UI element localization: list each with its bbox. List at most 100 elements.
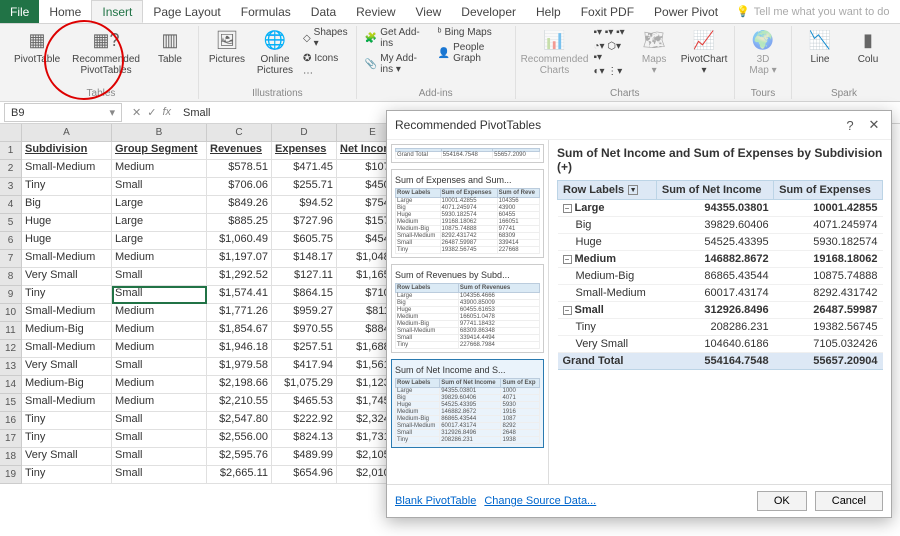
header-cell[interactable]: Expenses	[272, 142, 337, 160]
pivot-thumbnail[interactable]: Sum of Expenses and Sum...Row LabelsSum …	[391, 169, 544, 258]
icons-button[interactable]: ✪ Icons	[301, 52, 350, 65]
tab-insert[interactable]: Insert	[91, 0, 143, 23]
pivottable-button[interactable]: ▦PivotTable	[10, 26, 64, 67]
cell[interactable]: Small-Medium	[22, 394, 112, 412]
row-header[interactable]: 19	[0, 466, 22, 484]
row-header[interactable]: 10	[0, 304, 22, 322]
chart-type-1[interactable]: ▪▾ ▪▾ ▪▾	[591, 26, 628, 39]
row-header[interactable]: 4	[0, 196, 22, 214]
cell[interactable]: $1,946.18	[207, 340, 272, 358]
collapse-icon[interactable]: −	[563, 204, 572, 213]
tab-view[interactable]: View	[406, 0, 452, 23]
cell[interactable]: Medium-Big	[22, 322, 112, 340]
cell[interactable]: $417.94	[272, 358, 337, 376]
cell[interactable]: $824.13	[272, 430, 337, 448]
row-header[interactable]: 1	[0, 142, 22, 160]
row-header[interactable]: 7	[0, 250, 22, 268]
cancel-button[interactable]: Cancel	[815, 491, 883, 511]
cell[interactable]: $471.45	[272, 160, 337, 178]
cell[interactable]: Small	[112, 358, 207, 376]
cell[interactable]: Small	[112, 178, 207, 196]
tab-formulas[interactable]: Formulas	[231, 0, 301, 23]
tab-foxit[interactable]: Foxit PDF	[571, 0, 644, 23]
tab-review[interactable]: Review	[346, 0, 405, 23]
cell[interactable]: Tiny	[22, 178, 112, 196]
cell[interactable]: Medium	[112, 322, 207, 340]
cell[interactable]: Very Small	[22, 358, 112, 376]
row-header[interactable]: 2	[0, 160, 22, 178]
tab-help[interactable]: Help	[526, 0, 571, 23]
col-header-B[interactable]: B	[112, 124, 207, 142]
cell[interactable]: $2,665.11	[207, 466, 272, 484]
cell[interactable]: $127.11	[272, 268, 337, 286]
cell[interactable]: $1,979.58	[207, 358, 272, 376]
cell[interactable]: $94.52	[272, 196, 337, 214]
row-header[interactable]: 12	[0, 340, 22, 358]
cell[interactable]: $465.53	[272, 394, 337, 412]
name-box[interactable]: B9▾	[4, 103, 122, 122]
cell[interactable]: Tiny	[22, 466, 112, 484]
cell[interactable]: Tiny	[22, 412, 112, 430]
cell[interactable]: Small	[112, 466, 207, 484]
row-header[interactable]: 6	[0, 232, 22, 250]
cell[interactable]: Large	[112, 196, 207, 214]
cell[interactable]: Small-Medium	[22, 304, 112, 322]
cell[interactable]: Medium-Big	[22, 376, 112, 394]
col-header-C[interactable]: C	[207, 124, 272, 142]
tab-data[interactable]: Data	[301, 0, 346, 23]
sparkline-column-button[interactable]: ▮Colu	[846, 26, 890, 67]
cell[interactable]: $2,547.80	[207, 412, 272, 430]
cell[interactable]: Small	[112, 448, 207, 466]
tab-pagelayout[interactable]: Page Layout	[143, 0, 230, 23]
cell[interactable]: $864.15	[272, 286, 337, 304]
online-pictures-button[interactable]: 🌐Online Pictures	[253, 26, 297, 78]
collapse-icon[interactable]: −	[563, 306, 572, 315]
cell[interactable]: $578.51	[207, 160, 272, 178]
cell[interactable]: $2,556.00	[207, 430, 272, 448]
cell[interactable]: $959.27	[272, 304, 337, 322]
chart-type-2[interactable]: ◔▾ ⬡▾ ▪▾	[591, 40, 628, 64]
cell[interactable]: Large	[112, 214, 207, 232]
pivot-thumbnails-list[interactable]: Grand Total554164.754855657.2090Sum of E…	[387, 140, 549, 484]
cell[interactable]: $2,210.55	[207, 394, 272, 412]
cell[interactable]: $1,292.52	[207, 268, 272, 286]
tab-developer[interactable]: Developer	[451, 0, 526, 23]
cell[interactable]: $885.25	[207, 214, 272, 232]
cell[interactable]: $1,574.41	[207, 286, 272, 304]
row-header[interactable]: 5	[0, 214, 22, 232]
my-addins-button[interactable]: 📎 My Add-ins ▾	[363, 52, 432, 76]
cell[interactable]: Tiny	[22, 430, 112, 448]
cell[interactable]: Medium	[112, 250, 207, 268]
get-addins-button[interactable]: 🧩 Get Add-ins	[363, 26, 432, 50]
tab-home[interactable]: Home	[39, 0, 91, 23]
cell[interactable]: Small	[112, 412, 207, 430]
row-header[interactable]: 17	[0, 430, 22, 448]
cell[interactable]: Small-Medium	[22, 340, 112, 358]
dialog-close-button[interactable]: ✕	[865, 117, 883, 133]
cell[interactable]: $727.96	[272, 214, 337, 232]
sparkline-line-button[interactable]: 📉Line	[798, 26, 842, 67]
pictures-button[interactable]: 🖼Pictures	[205, 26, 249, 67]
fx-accept-icon[interactable]: ✓	[147, 106, 156, 119]
cell[interactable]: $605.75	[272, 232, 337, 250]
cell[interactable]: $255.71	[272, 178, 337, 196]
cell[interactable]: $2,198.66	[207, 376, 272, 394]
cell[interactable]: $849.26	[207, 196, 272, 214]
cell[interactable]: Medium	[112, 394, 207, 412]
cell[interactable]: Small	[112, 268, 207, 286]
row-header[interactable]: 3	[0, 178, 22, 196]
cell[interactable]: $1,075.29	[272, 376, 337, 394]
row-header[interactable]: 18	[0, 448, 22, 466]
cell[interactable]: Very Small	[22, 268, 112, 286]
pivotchart-button[interactable]: 📈PivotChart ▾	[680, 26, 728, 78]
cell[interactable]: Very Small	[22, 448, 112, 466]
select-all-corner[interactable]	[0, 124, 22, 142]
cell[interactable]: Tiny	[22, 286, 112, 304]
header-cell[interactable]: Revenues	[207, 142, 272, 160]
cell[interactable]: $970.55	[272, 322, 337, 340]
cell[interactable]: Large	[112, 232, 207, 250]
row-header[interactable]: 9	[0, 286, 22, 304]
tab-file[interactable]: File	[0, 0, 39, 23]
ok-button[interactable]: OK	[757, 491, 807, 511]
recommended-pivottables-button[interactable]: ▦?Recommended PivotTables	[68, 26, 144, 78]
